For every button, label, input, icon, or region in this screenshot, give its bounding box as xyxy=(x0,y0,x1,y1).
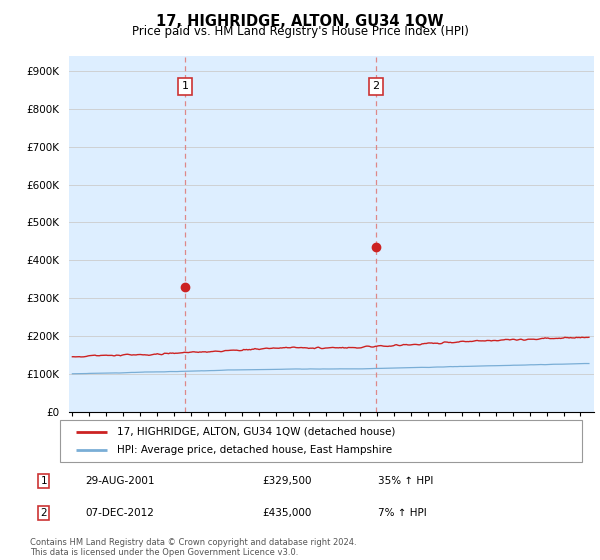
Text: 1: 1 xyxy=(40,476,47,486)
Text: 7% ↑ HPI: 7% ↑ HPI xyxy=(378,508,427,518)
Text: HPI: Average price, detached house, East Hampshire: HPI: Average price, detached house, East… xyxy=(118,445,392,455)
Text: Contains HM Land Registry data © Crown copyright and database right 2024.
This d: Contains HM Land Registry data © Crown c… xyxy=(30,538,356,557)
Text: Price paid vs. HM Land Registry's House Price Index (HPI): Price paid vs. HM Land Registry's House … xyxy=(131,25,469,38)
Text: £329,500: £329,500 xyxy=(262,476,311,486)
Text: 07-DEC-2012: 07-DEC-2012 xyxy=(85,508,154,518)
Text: 29-AUG-2001: 29-AUG-2001 xyxy=(85,476,155,486)
Text: 35% ↑ HPI: 35% ↑ HPI xyxy=(378,476,433,486)
Text: 17, HIGHRIDGE, ALTON, GU34 1QW (detached house): 17, HIGHRIDGE, ALTON, GU34 1QW (detached… xyxy=(118,427,396,437)
Text: £435,000: £435,000 xyxy=(262,508,311,518)
Text: 2: 2 xyxy=(40,508,47,518)
Text: 1: 1 xyxy=(182,81,188,91)
Text: 17, HIGHRIDGE, ALTON, GU34 1QW: 17, HIGHRIDGE, ALTON, GU34 1QW xyxy=(156,14,444,29)
Text: 2: 2 xyxy=(373,81,379,91)
